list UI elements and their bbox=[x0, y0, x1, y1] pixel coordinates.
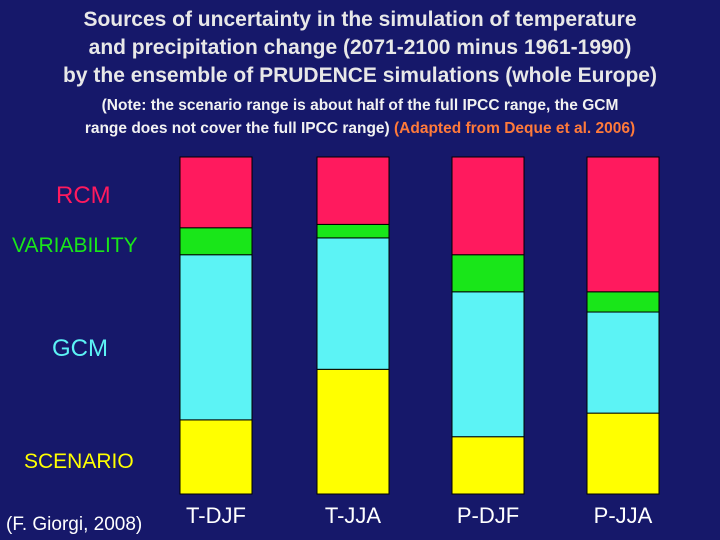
note-line-2: range does not cover the full IPCC range… bbox=[0, 118, 720, 140]
bars-group bbox=[179, 156, 660, 495]
x-tick-p-jja: P-JJA bbox=[594, 503, 653, 528]
bar-t-djf-rcm bbox=[179, 156, 253, 229]
bar-t-jja-rcm bbox=[316, 156, 390, 225]
bar-p-jja-variability bbox=[586, 291, 660, 313]
legend-variability: VARIABILITY bbox=[12, 234, 138, 257]
bar-t-jja-gcm bbox=[316, 237, 390, 370]
bar-t-djf-gcm bbox=[179, 254, 253, 421]
title-line-3: by the ensemble of PRUDENCE simulations … bbox=[63, 64, 657, 87]
note-line-2-main: range does not cover the full IPCC range… bbox=[84, 120, 390, 137]
x-axis-ticks: T-DJF T-JJA P-DJF P-JJA bbox=[186, 503, 653, 528]
x-tick-t-djf: T-DJF bbox=[186, 503, 246, 528]
bar-t-jja-scenario bbox=[316, 368, 390, 495]
legend-gcm: GCM bbox=[52, 335, 108, 362]
x-tick-p-djf: P-DJF bbox=[457, 503, 519, 528]
x-tick-t-jja: T-JJA bbox=[325, 503, 382, 528]
legend-scenario: SCENARIO bbox=[24, 450, 134, 473]
bar-t-jja-variability bbox=[316, 223, 390, 239]
title-line-2: and precipitation change (2071-2100 minu… bbox=[88, 36, 632, 59]
bar-t-djf-variability bbox=[179, 227, 253, 256]
bar-p-djf-rcm bbox=[451, 156, 525, 256]
source-citation: (Adapted from Deque et al. 2006) bbox=[394, 120, 636, 137]
bar-p-jja-rcm bbox=[586, 156, 660, 293]
title-line-1: Sources of uncertainty in the simulation… bbox=[83, 8, 637, 31]
note-line-1: (Note: the scenario range is about half … bbox=[101, 97, 619, 114]
bar-p-djf-variability bbox=[451, 254, 525, 293]
legend-rcm: RCM bbox=[56, 182, 111, 209]
author-credit: (F. Giorgi, 2008) bbox=[6, 514, 143, 535]
bar-p-jja-scenario bbox=[586, 412, 660, 495]
bar-t-djf-scenario bbox=[179, 419, 253, 495]
bar-p-djf-gcm bbox=[451, 291, 525, 438]
bar-p-djf-scenario bbox=[451, 436, 525, 495]
bar-p-jja-gcm bbox=[586, 311, 660, 414]
